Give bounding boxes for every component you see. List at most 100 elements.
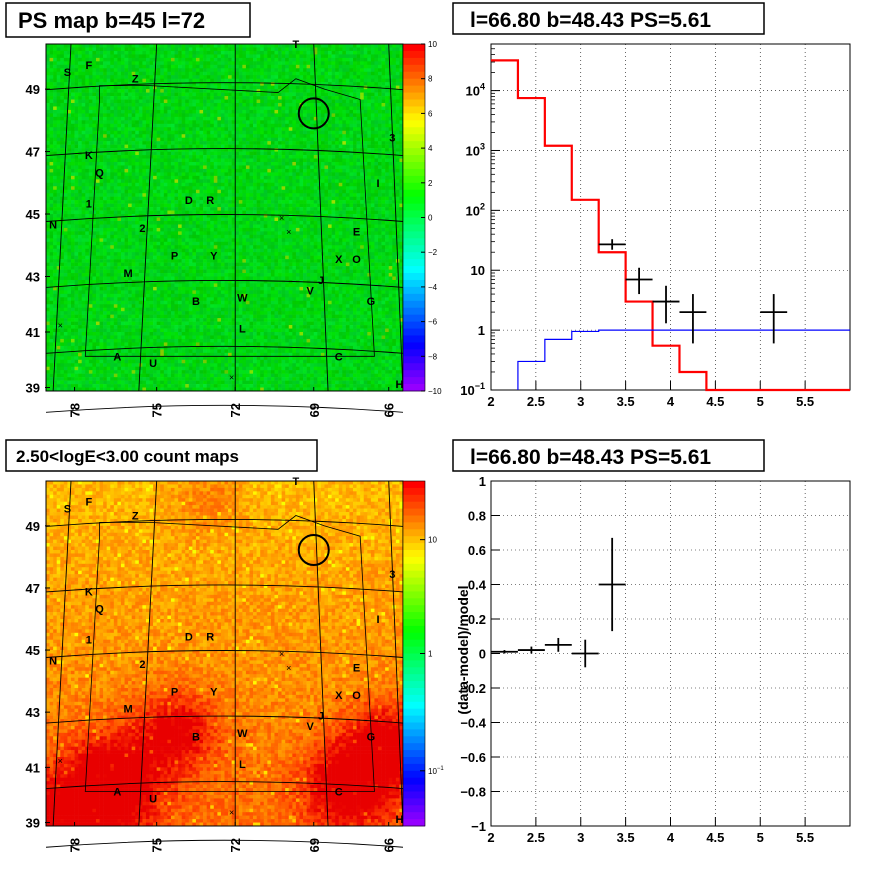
map-cell xyxy=(282,54,286,58)
map-cell xyxy=(367,110,371,114)
map-cell xyxy=(307,103,311,107)
map-cell xyxy=(239,86,243,90)
map-cell xyxy=(182,75,186,79)
map-cell xyxy=(82,138,86,142)
map-cell xyxy=(189,155,193,159)
map-cell xyxy=(303,58,307,62)
map-cell xyxy=(164,148,168,152)
map-cell xyxy=(110,117,114,121)
map-cell xyxy=(78,141,82,145)
map-cell xyxy=(189,75,193,79)
map-cell xyxy=(267,117,271,121)
map-cell xyxy=(349,120,353,124)
map-cell xyxy=(292,51,296,55)
map-cell xyxy=(296,86,300,90)
map-cell xyxy=(267,86,271,90)
map-cell xyxy=(285,138,289,142)
map-cell xyxy=(364,113,368,117)
map-cell xyxy=(324,152,328,156)
map-cell xyxy=(160,127,164,131)
map-cell xyxy=(367,134,371,138)
map-cell xyxy=(249,152,253,156)
map-cell xyxy=(353,131,357,135)
map-cell xyxy=(385,120,389,124)
map-cell xyxy=(339,134,343,138)
map-cell xyxy=(278,100,282,104)
map-cell xyxy=(53,75,57,79)
map-cell xyxy=(289,61,293,65)
map-cell xyxy=(67,138,71,142)
map-cell xyxy=(349,106,353,110)
map-cell xyxy=(182,110,186,114)
map-cell xyxy=(164,152,168,156)
map-cell xyxy=(142,113,146,117)
map-cell xyxy=(260,65,264,69)
map-cell xyxy=(71,75,75,79)
map-cell xyxy=(167,79,171,83)
map-cell xyxy=(292,145,296,149)
map-cell xyxy=(125,131,129,135)
map-cell xyxy=(92,148,96,152)
map-cell xyxy=(110,72,114,76)
map-cell xyxy=(196,106,200,110)
map-cell xyxy=(271,103,275,107)
map-cell xyxy=(282,96,286,100)
map-cell xyxy=(249,100,253,104)
map-cell xyxy=(349,82,353,86)
map-cell xyxy=(214,120,218,124)
map-cell xyxy=(274,127,278,131)
map-cell xyxy=(175,58,179,62)
map-cell xyxy=(171,113,175,117)
map-cell xyxy=(249,106,253,110)
map-cell xyxy=(257,138,261,142)
map-cell xyxy=(228,68,232,72)
map-cell xyxy=(257,47,261,51)
map-cell xyxy=(371,79,375,83)
map-cell xyxy=(314,141,318,145)
map-cell xyxy=(160,110,164,114)
map-cell xyxy=(114,138,118,142)
map-cell xyxy=(96,113,100,117)
map-cell xyxy=(200,120,204,124)
map-cell xyxy=(192,110,196,114)
map-cell xyxy=(96,51,100,55)
map-cell xyxy=(299,127,303,131)
map-cell xyxy=(192,138,196,142)
map-cell xyxy=(203,127,207,131)
map-cell xyxy=(392,68,396,72)
map-cell xyxy=(353,106,357,110)
map-cell xyxy=(282,124,286,128)
map-cell xyxy=(228,103,232,107)
map-cell xyxy=(374,103,378,107)
map-cell xyxy=(192,61,196,65)
map-cell xyxy=(167,162,171,166)
map-cell xyxy=(128,141,132,145)
map-cell xyxy=(175,117,179,121)
map-cell xyxy=(185,155,189,159)
map-cell xyxy=(100,51,104,55)
map-cell xyxy=(53,134,57,138)
map-cell xyxy=(307,120,311,124)
map-cell xyxy=(167,134,171,138)
map-cell xyxy=(214,100,218,104)
map-cell xyxy=(192,131,196,135)
map-cell xyxy=(264,75,268,79)
map-cell xyxy=(128,86,132,90)
map-cell xyxy=(200,131,204,135)
map-cell xyxy=(317,65,321,69)
map-cell xyxy=(321,89,325,93)
map-cell xyxy=(267,54,271,58)
map-cell xyxy=(239,113,243,117)
map-cell xyxy=(103,124,107,128)
map-cell xyxy=(299,162,303,166)
map-cell xyxy=(242,72,246,76)
map-cell xyxy=(307,72,311,76)
map-cell xyxy=(382,93,386,97)
map-cell xyxy=(100,61,104,65)
map-cell xyxy=(189,106,193,110)
map-cell xyxy=(89,141,93,145)
map-cell xyxy=(289,162,293,166)
map-cell xyxy=(178,113,182,117)
map-cell xyxy=(374,79,378,83)
map-cell xyxy=(114,124,118,128)
